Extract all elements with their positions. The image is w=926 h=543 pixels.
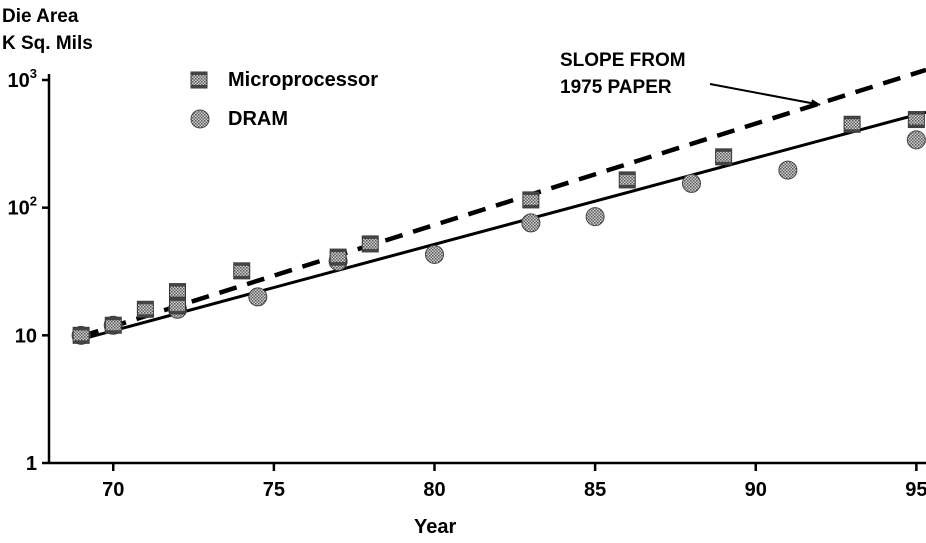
x-tick-label: 95 [905,479,926,501]
dram-point [778,160,798,180]
microprocessor-point [843,115,861,133]
microprocessor-point [907,111,925,129]
trend-line-1975-paper [80,67,926,339]
y-axis-title-line-1: Die Area [2,6,79,27]
microprocessor-point [136,300,154,318]
microprocessor-point [329,248,347,266]
dram-point [424,244,444,264]
y-tick-label: 10 [15,325,37,347]
x-tick-label: 80 [423,479,445,501]
dram-point [681,173,701,193]
legend-label-dram: DRAM [228,108,288,130]
annotation-line-2: 1975 PAPER [560,77,672,98]
microprocessor-point [522,191,540,209]
legend-marker-microprocessor [190,71,208,89]
microprocessor-point [361,235,379,253]
annotation-line-1: SLOPE FROM [560,50,686,71]
microprocessor-point [715,148,733,166]
microprocessor-point [233,262,251,280]
annotation-arrow [709,83,821,108]
dram-point [585,207,605,227]
microprocessor-point [618,171,636,189]
microprocessor-point [168,283,186,301]
y-tick-label: 1 [26,453,37,475]
y-tick-label: 102 [8,194,37,220]
dram-point [521,213,541,233]
dram-point [248,287,268,307]
y-tick-label: 103 [8,66,37,92]
x-tick-label: 85 [584,479,606,501]
legend-label-microprocessor: Microprocessor [228,69,379,91]
legend-marker-dram [190,109,210,129]
x-tick-label: 75 [263,479,285,501]
microprocessor-point [168,297,186,315]
microprocessor-point [72,326,90,344]
trend-line-fit [80,110,926,341]
x-tick-label: 90 [745,479,767,501]
dram-point [906,130,926,150]
x-tick-label: 70 [102,479,124,501]
microprocessor-point [104,316,122,334]
x-axis-title: Year [414,516,457,538]
y-axis-title-line-2: K Sq. Mils [2,33,93,54]
